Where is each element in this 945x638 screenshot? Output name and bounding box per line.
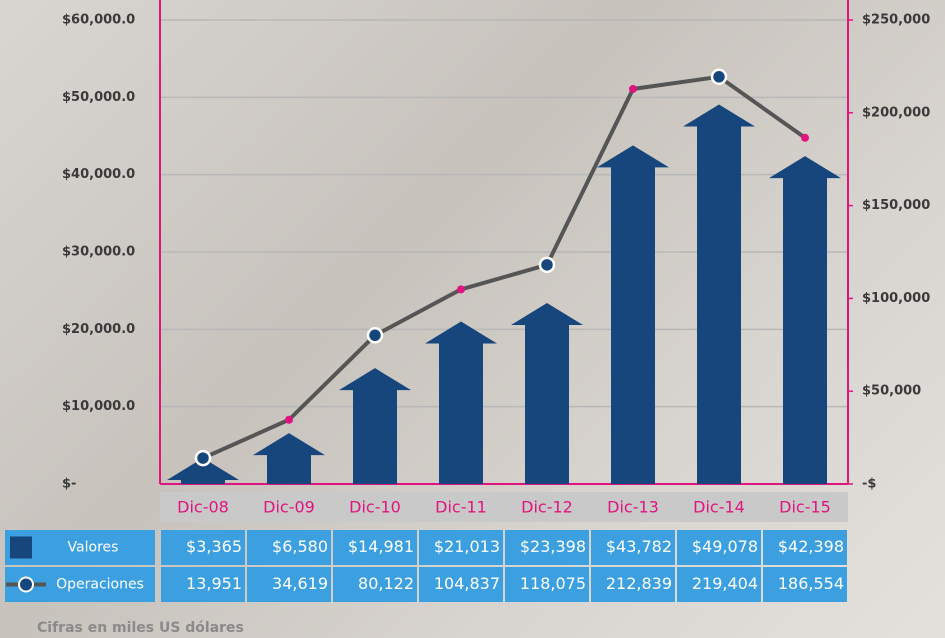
y-tick-label: $60,000.0 — [62, 13, 135, 28]
y-tick-label: $- — [62, 477, 76, 492]
arrow-bar — [425, 321, 497, 484]
line-marker — [629, 84, 637, 93]
table-cell — [591, 530, 675, 565]
x-tick-label: Dic-12 — [521, 498, 573, 517]
table-value: 80,122 — [358, 574, 414, 593]
table-value: $23,398 — [520, 537, 586, 556]
arrow-bar — [339, 368, 411, 484]
y-tick-label: $20,000.0 — [62, 322, 135, 337]
arrow-bar — [683, 104, 755, 484]
table-value: 186,554 — [778, 574, 844, 593]
table-cell — [247, 567, 331, 602]
table-cell — [591, 567, 675, 602]
line-marker — [538, 256, 556, 274]
table-value: 212,839 — [606, 574, 672, 593]
table-cell — [763, 567, 847, 602]
table-cell — [677, 530, 761, 565]
table-value: $3,365 — [186, 537, 242, 556]
table-cell — [419, 530, 503, 565]
table-cell — [333, 567, 417, 602]
arrow-bar — [253, 433, 325, 484]
table-cell — [333, 530, 417, 565]
y-tick-label: $10,000.0 — [62, 399, 135, 414]
table-value: $21,013 — [434, 537, 500, 556]
x-tick-label: Dic-08 — [177, 498, 229, 517]
x-tick-label: Dic-14 — [693, 498, 745, 517]
x-tick-label: Dic-10 — [349, 498, 401, 517]
x-tick-label: Dic-13 — [607, 498, 659, 517]
line-marker — [194, 449, 212, 467]
legend-label: Operaciones — [56, 577, 144, 593]
y-tick-label: $40,000.0 — [62, 167, 135, 182]
y2-tick-label: $50,000 — [862, 384, 921, 399]
line-marker — [285, 415, 293, 424]
legend-label: Valores — [68, 540, 119, 556]
arrow-bar — [597, 145, 669, 485]
arrow-bar — [769, 156, 841, 484]
category-band — [160, 492, 848, 522]
arrow-bar — [167, 457, 239, 484]
table-cell — [505, 530, 589, 565]
y2-tick-label: $250,000 — [862, 13, 930, 28]
x-tick-label: Dic-09 — [263, 498, 315, 517]
footnote: Cifras en miles US dólares — [37, 620, 244, 636]
table-cell — [161, 530, 245, 565]
table-cell — [419, 567, 503, 602]
line-marker — [801, 133, 809, 142]
table-cell — [677, 567, 761, 602]
table-value: 13,951 — [186, 574, 242, 593]
table-value: $14,981 — [348, 537, 414, 556]
legend-marker — [18, 576, 34, 593]
table-value: $43,782 — [606, 537, 672, 556]
arrow-bar — [511, 303, 583, 484]
table-cell — [505, 567, 589, 602]
y2-tick-label: -$ — [862, 477, 876, 492]
y2-tick-label: $150,000 — [862, 198, 930, 213]
x-tick-label: Dic-11 — [435, 498, 487, 517]
table-value: $42,398 — [778, 537, 844, 556]
legend-swatch — [10, 536, 32, 559]
y2-tick-label: $200,000 — [862, 105, 930, 120]
line-marker — [366, 327, 384, 344]
table-value: $49,078 — [692, 537, 758, 556]
table-cell — [247, 530, 331, 565]
y2-tick-label: $100,000 — [862, 291, 930, 306]
y-tick-label: $50,000.0 — [62, 90, 135, 105]
x-tick-label: Dic-15 — [779, 498, 831, 517]
table-value: 34,619 — [272, 574, 328, 593]
table-value: $6,580 — [272, 537, 328, 556]
table-value: 104,837 — [434, 574, 500, 593]
table-cell — [763, 530, 847, 565]
table-value: 118,075 — [520, 574, 586, 593]
y-tick-label: $30,000.0 — [62, 245, 135, 260]
line — [202, 74, 807, 460]
line-marker — [457, 285, 465, 294]
table-cell — [161, 567, 245, 602]
table-value: 219,404 — [692, 574, 758, 593]
line-marker — [710, 68, 728, 86]
